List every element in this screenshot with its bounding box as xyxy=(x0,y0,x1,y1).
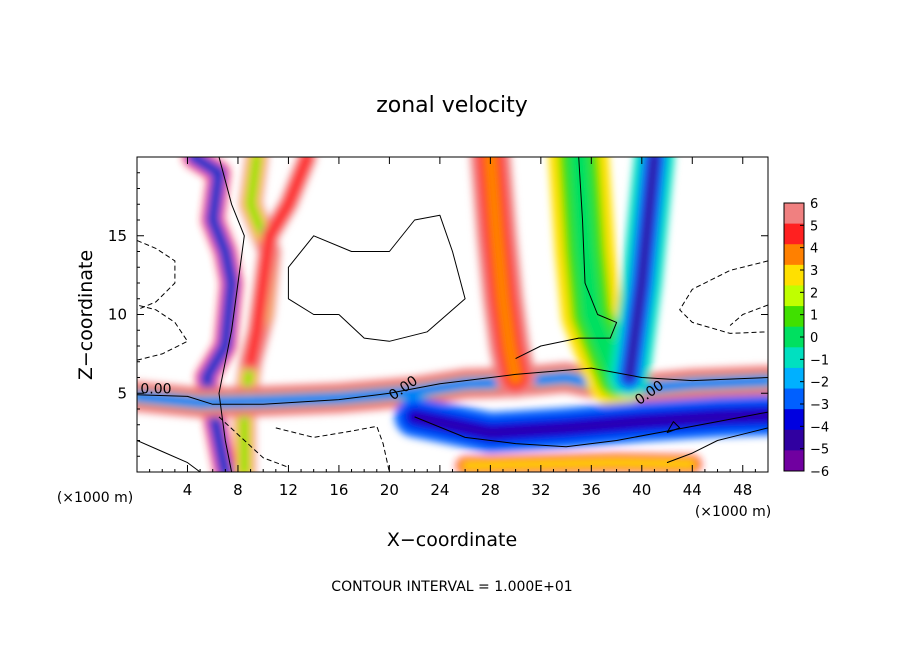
colorbar-label: 0 xyxy=(810,331,818,346)
velocity-band xyxy=(461,458,697,470)
x-tick-label: 4 xyxy=(183,481,193,499)
colorbar-label: −4 xyxy=(810,420,829,435)
colorbar-swatch xyxy=(784,203,804,225)
colorbar-label: 1 xyxy=(810,309,818,324)
velocity-band xyxy=(137,373,768,407)
solid-contour xyxy=(218,157,245,472)
contour-label: 0.00 xyxy=(140,381,171,397)
x-tick-label: 48 xyxy=(733,481,752,499)
solid-contour xyxy=(666,421,681,434)
colorbar-swatch xyxy=(784,285,804,307)
colorbar-label: −3 xyxy=(810,398,829,413)
y-axis-label: Z−coordinate xyxy=(75,250,97,380)
dashed-contour xyxy=(275,425,390,472)
colorbar-swatch xyxy=(784,244,804,266)
x-tick-label: 40 xyxy=(632,481,651,499)
colorbar-label: 4 xyxy=(810,242,818,257)
colorbar: 6 5 4 3 2 1 0 −1 −2 −3 −4 −5 −6 xyxy=(783,197,829,480)
colorbar-label: 5 xyxy=(810,219,818,234)
velocity-band xyxy=(245,157,313,367)
velocity-band xyxy=(624,157,660,383)
x-tick-label: 12 xyxy=(279,481,298,499)
x-tick-label: 28 xyxy=(481,481,500,499)
solid-contour xyxy=(515,157,618,360)
x-tick-label: 16 xyxy=(329,481,348,499)
x-unit-left: (×1000 m) xyxy=(57,490,133,506)
colorbar-label: −6 xyxy=(810,465,829,480)
solid-contour xyxy=(287,214,466,342)
x-tick-label: 44 xyxy=(683,481,702,499)
y-tick-label: 5 xyxy=(117,384,127,402)
colorbar-swatch xyxy=(784,347,804,369)
colorbar-label: −5 xyxy=(810,443,829,458)
colorbar-swatch xyxy=(784,223,804,245)
dashed-contour xyxy=(679,260,768,334)
solid-contour xyxy=(137,440,201,472)
solid-contour xyxy=(666,427,768,464)
x-tick-label: 8 xyxy=(233,481,243,499)
colorbar-swatch xyxy=(784,450,804,472)
colorbar-swatch xyxy=(784,388,804,410)
x-tick-label: 32 xyxy=(531,481,550,499)
velocity-band xyxy=(483,157,523,385)
solid-contour xyxy=(137,367,768,405)
x-axis-label: X−coordinate xyxy=(387,529,517,551)
solid-contour xyxy=(414,411,768,448)
y-tick-label: 10 xyxy=(108,306,127,324)
colorbar-label: −1 xyxy=(810,353,829,368)
contour-lines xyxy=(137,157,768,472)
colorbar-label: −2 xyxy=(810,376,829,391)
colorbar-swatch xyxy=(784,326,804,348)
x-tick-label: 24 xyxy=(430,481,449,499)
y-tick-label: 15 xyxy=(108,227,127,245)
velocity-band xyxy=(410,411,768,437)
colorbar-label: 6 xyxy=(810,197,818,212)
dashed-contour xyxy=(729,304,768,326)
contour-interval-note: CONTOUR INTERVAL = 1.000E+01 xyxy=(331,579,572,595)
colorbar-swatch xyxy=(784,429,804,451)
chart-title: zonal velocity xyxy=(376,93,528,118)
dashed-contour xyxy=(137,240,176,311)
colorbar-label: 3 xyxy=(810,264,818,279)
x-tick-label: 36 xyxy=(582,481,601,499)
x-unit-right: (×1000 m) xyxy=(695,504,771,520)
colorbar-label: 2 xyxy=(810,286,818,301)
y-axis: 5 10 15 xyxy=(108,172,768,457)
colorbar-swatch xyxy=(784,409,804,431)
x-axis: 4 8 12 16 20 24 28 32 36 40 44 48 xyxy=(149,157,756,499)
colorbar-swatch xyxy=(784,367,804,390)
colorbar-swatch xyxy=(784,306,804,328)
dashed-contour xyxy=(137,304,188,361)
x-tick-label: 20 xyxy=(380,481,399,499)
dashed-contour xyxy=(218,416,289,468)
colorbar-swatch xyxy=(784,264,804,286)
